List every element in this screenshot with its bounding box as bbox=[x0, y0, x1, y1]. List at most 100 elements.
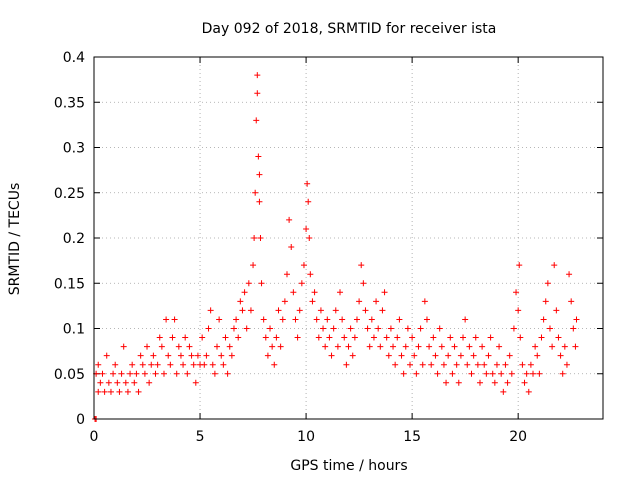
data-point bbox=[150, 352, 157, 359]
data-point bbox=[290, 289, 297, 296]
data-point bbox=[192, 379, 199, 386]
data-point bbox=[394, 334, 401, 341]
data-point bbox=[358, 262, 365, 269]
data-point bbox=[267, 325, 274, 332]
data-point bbox=[421, 298, 428, 305]
data-point bbox=[356, 298, 363, 305]
data-point bbox=[436, 325, 443, 332]
data-point bbox=[303, 225, 310, 232]
data-point bbox=[237, 298, 244, 305]
data-point bbox=[375, 325, 382, 332]
data-point bbox=[366, 343, 373, 350]
grid-lines bbox=[94, 57, 603, 419]
data-point bbox=[563, 361, 570, 368]
data-point bbox=[141, 370, 148, 377]
data-point bbox=[409, 334, 416, 341]
data-point bbox=[504, 379, 511, 386]
data-point bbox=[218, 352, 225, 359]
data-point bbox=[532, 343, 539, 350]
data-point bbox=[485, 352, 492, 359]
x-tick-label: 15 bbox=[403, 429, 421, 445]
data-point bbox=[288, 244, 295, 251]
data-point bbox=[105, 379, 112, 386]
data-point bbox=[317, 307, 324, 314]
data-point bbox=[224, 370, 231, 377]
data-point bbox=[241, 289, 248, 296]
data-point bbox=[385, 352, 392, 359]
data-point bbox=[506, 352, 513, 359]
data-point bbox=[277, 343, 284, 350]
data-point bbox=[254, 90, 261, 97]
y-tick-label: 0.2 bbox=[63, 231, 85, 247]
data-point bbox=[568, 298, 575, 305]
data-point bbox=[453, 361, 460, 368]
data-point bbox=[256, 198, 263, 205]
data-point bbox=[139, 361, 146, 368]
data-point bbox=[476, 379, 483, 386]
data-point bbox=[353, 316, 360, 323]
data-point bbox=[415, 343, 422, 350]
data-point bbox=[175, 343, 182, 350]
data-point bbox=[129, 361, 136, 368]
y-tick-label: 0.35 bbox=[54, 95, 85, 111]
data-points bbox=[92, 72, 580, 422]
data-point bbox=[320, 325, 327, 332]
data-point bbox=[222, 334, 229, 341]
x-tick-label: 20 bbox=[509, 429, 527, 445]
data-point bbox=[362, 307, 369, 314]
data-point bbox=[97, 379, 104, 386]
data-point bbox=[351, 334, 358, 341]
data-point bbox=[464, 361, 471, 368]
data-point bbox=[171, 316, 178, 323]
data-point bbox=[298, 280, 305, 287]
data-point bbox=[137, 352, 144, 359]
data-point bbox=[360, 280, 367, 287]
data-point bbox=[538, 334, 545, 341]
data-point bbox=[491, 379, 498, 386]
data-point bbox=[468, 370, 475, 377]
data-point bbox=[519, 361, 526, 368]
data-point bbox=[296, 307, 303, 314]
data-point bbox=[116, 388, 123, 395]
data-point bbox=[114, 379, 121, 386]
data-point bbox=[383, 334, 390, 341]
data-point bbox=[275, 307, 282, 314]
data-point bbox=[220, 361, 227, 368]
y-tick-label: 0.1 bbox=[63, 322, 85, 338]
x-tick-label: 5 bbox=[196, 429, 205, 445]
data-point bbox=[165, 352, 172, 359]
data-point bbox=[517, 334, 524, 341]
data-point bbox=[573, 316, 580, 323]
data-point bbox=[330, 325, 337, 332]
data-point bbox=[313, 316, 320, 323]
data-point bbox=[260, 316, 267, 323]
data-point bbox=[426, 343, 433, 350]
data-point bbox=[449, 370, 456, 377]
data-point bbox=[271, 361, 278, 368]
data-point bbox=[527, 361, 534, 368]
data-point bbox=[493, 361, 500, 368]
data-point bbox=[144, 343, 151, 350]
data-point bbox=[251, 235, 258, 241]
data-point bbox=[487, 334, 494, 341]
data-point bbox=[334, 343, 341, 350]
data-point bbox=[211, 370, 218, 377]
data-point bbox=[447, 334, 454, 341]
data-point bbox=[466, 343, 473, 350]
data-point bbox=[216, 316, 223, 323]
data-point bbox=[239, 307, 246, 314]
data-point bbox=[252, 189, 259, 196]
data-point bbox=[396, 316, 403, 323]
data-point bbox=[304, 180, 311, 187]
data-point bbox=[534, 352, 541, 359]
data-point bbox=[279, 316, 286, 323]
data-point bbox=[496, 343, 503, 350]
data-point bbox=[502, 361, 509, 368]
data-point bbox=[199, 334, 206, 341]
data-point bbox=[122, 379, 129, 386]
data-point bbox=[201, 361, 208, 368]
data-point bbox=[230, 325, 237, 332]
data-point bbox=[264, 352, 271, 359]
data-point bbox=[347, 325, 354, 332]
data-point bbox=[373, 298, 380, 305]
